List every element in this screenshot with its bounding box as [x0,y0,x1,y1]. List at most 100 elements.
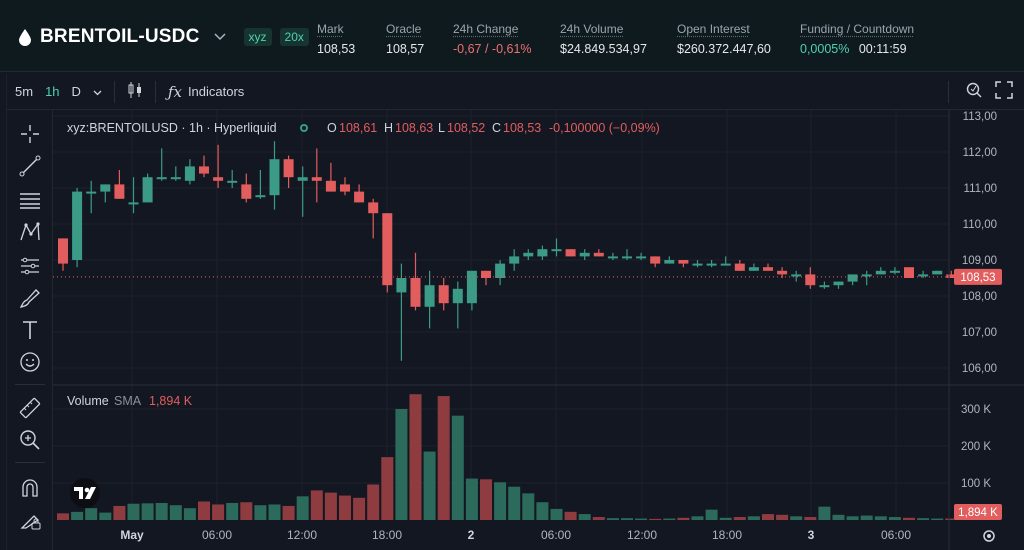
volume-bar [183,508,196,520]
volume-bar [451,415,464,520]
volume-legend-value: 1,894 K [149,394,193,408]
volume-bar [480,479,492,520]
volume-bar [776,514,789,520]
volume-bar [564,511,577,520]
emoji-icon[interactable] [18,350,42,374]
last-price-label: 108,53 [960,272,995,284]
stat-value: -0,67 / -0,61% [453,42,532,56]
candle-body [607,256,618,259]
volume-bar [339,495,351,520]
volume-bar [324,492,337,520]
candle-type-icon[interactable] [121,81,149,102]
leverage-badge[interactable]: 20x [279,28,309,46]
interval-5m[interactable]: 5m [15,84,34,99]
candle-body [255,195,266,198]
toolbar-divider [154,80,156,103]
legend-title: xyz:BRENTOILUSD · 1h · Hyperliquid [67,121,277,135]
volume-bar [635,518,648,520]
candle-body [861,274,872,277]
candle-body [889,270,900,273]
price-chart[interactable]: 113,00 112,00 111,00 110,00 109,00 108,00 107,… [7,74,1024,550]
text-icon[interactable] [18,318,42,342]
fullscreen-icon[interactable] [995,80,1013,104]
chevron-down-icon[interactable] [214,30,226,44]
volume-bar [423,451,436,520]
volume-bar [592,517,605,520]
candle-body [368,202,379,214]
volume-bar [437,396,450,520]
candle-body [72,191,83,260]
volume-bar [367,484,380,520]
candle-body [622,256,632,259]
price-tick-label: 109,00 [962,255,997,267]
stat-label: Open Interest [677,22,750,36]
volume-bar [508,486,521,520]
stat-label: 24h Volume [560,22,624,36]
lock-drawing-icon[interactable] [18,508,42,532]
chart-toolbar: 5m 1h D ƒx Indicators [7,74,1024,110]
candle-body [551,249,562,252]
volume-tick-label: 300 K [961,404,991,416]
candle-body [833,281,844,286]
volume-bar [494,482,507,520]
candle-body [579,252,590,257]
candle-body [791,274,802,277]
volume-last-tag [954,504,1002,520]
candle-body [706,263,717,266]
volume-bar [212,504,225,520]
time-tick-label: 3 [808,528,815,542]
time-tick-label: 18:00 [372,528,402,542]
measure-lines-icon[interactable] [18,254,42,278]
zoom-in-icon[interactable] [18,428,42,452]
crosshair-icon[interactable] [18,122,42,146]
stat-label: 24h Change [453,22,519,36]
candle-body [396,278,407,293]
market-status-dot-inner [302,126,306,130]
horizontal-lines-icon[interactable] [18,188,42,212]
price-tick-label: 113,00 [963,111,997,123]
chart-grid [53,110,949,520]
ruler-icon[interactable] [18,396,42,420]
stat-mark: Mark 108,53 [317,22,355,56]
trend-line-icon[interactable] [18,154,42,178]
toolbar-divider [113,80,115,103]
volume-bar [226,502,239,520]
volume-bar [113,505,126,520]
pattern-icon[interactable] [18,220,42,244]
volume-bar [649,518,662,520]
brush-icon[interactable] [18,286,42,310]
candle-body [241,184,252,199]
candle-body [466,270,477,304]
candle-body [748,267,759,271]
interval-d[interactable]: D [71,84,81,99]
chart-settings-gear-icon[interactable] [983,530,995,542]
volume-bar [931,518,944,520]
tradingview-logo [70,478,100,508]
interval-1h[interactable]: 1h [45,84,60,99]
candle-body [593,252,604,257]
volume-bar [917,518,930,520]
stat-label: Mark [317,22,344,36]
interval-chevron-icon[interactable] [87,84,108,99]
volume-bar [268,504,281,520]
volume-bar [240,502,253,520]
stat-value: 108,53 [317,42,356,56]
candle-body [128,202,139,205]
candle-body [382,213,393,286]
stat-value: $24.849.534,97 [560,42,647,56]
symbol-selector[interactable]: BRENTOIL-USDC xyz 20x [18,26,309,48]
indicators-button[interactable]: ƒx Indicators [162,83,250,101]
volume-layer [57,394,958,520]
volume-bar [818,506,831,520]
magnet-icon[interactable] [18,476,42,500]
volume-bar [57,513,69,520]
volume-bar [395,409,408,520]
stat-open-interest: Open Interest $260.372.447,60 [677,22,771,56]
funding-countdown: 00:11:59 [858,42,907,56]
volume-bar [832,514,845,520]
drawing-toolbar [7,110,53,550]
stat-24h-change: 24h Change -0,67 / -0,61% [453,22,532,56]
volume-bar [85,508,98,520]
settings-search-icon[interactable] [965,81,983,104]
candles-layer [58,141,957,361]
